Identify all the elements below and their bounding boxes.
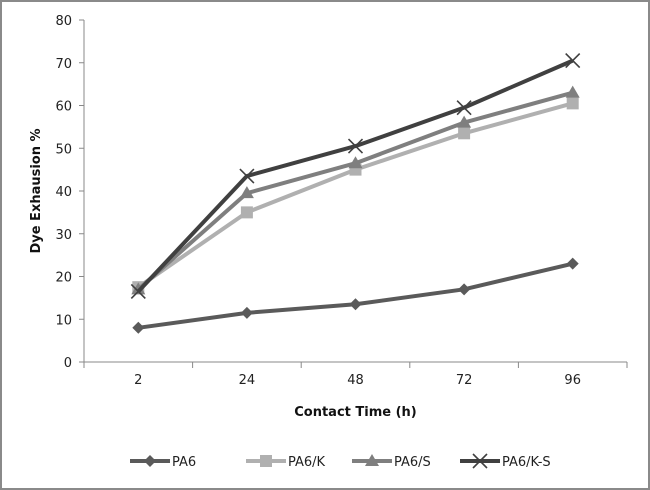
x-marker-stroke [239, 168, 255, 184]
triangle-marker [239, 186, 254, 199]
x-marker [130, 283, 146, 300]
x-marker [239, 168, 255, 184]
y-tick-label: 70 [55, 57, 72, 72]
diamond-marker [349, 298, 362, 311]
x-tick-label: 24 [239, 373, 256, 388]
triangle-marker [131, 282, 146, 295]
y-tick-label: 80 [55, 14, 72, 29]
x-marker [472, 453, 488, 469]
triangle-marker [348, 156, 363, 169]
legend-item: PA6/S [352, 454, 431, 470]
series-pa6 [132, 257, 579, 334]
x-marker-stroke [347, 138, 364, 154]
y-tick-label: 50 [55, 142, 72, 157]
legend-label: PA6 [172, 455, 196, 470]
square-marker [566, 97, 579, 110]
legend-label: PA6/K-S [502, 455, 551, 470]
legend-item: PA6/K [246, 455, 326, 470]
diamond-marker [458, 283, 471, 296]
triangle-marker [565, 85, 580, 98]
x-marker [565, 53, 581, 69]
x-tick-label: 48 [347, 373, 364, 388]
diamond-marker [144, 455, 156, 467]
y-axis-title: Dye Exhausion % [29, 128, 44, 253]
y-tick-label: 60 [55, 100, 72, 115]
diamond-marker [240, 306, 253, 319]
y-tick-label: 40 [55, 185, 72, 200]
series-line [137, 101, 574, 289]
triangle-marker [365, 454, 379, 466]
triangle-marker [457, 115, 472, 128]
y-tick-label: 20 [55, 271, 72, 286]
series-pa6-k-s [130, 53, 581, 300]
series-pa6-s [131, 85, 580, 295]
series-line [138, 261, 574, 330]
diamond-marker [132, 321, 145, 334]
y-tick-label: 0 [64, 356, 72, 371]
series-pa6-k [132, 97, 579, 294]
x-tick-label: 72 [456, 373, 473, 388]
x-axis-title: Contact Time (h) [294, 405, 417, 420]
x-marker-stroke [472, 453, 488, 469]
y-tick-label: 30 [55, 228, 72, 243]
x-marker-stroke [130, 283, 146, 300]
x-marker [347, 138, 364, 154]
legend-item: PA6/K-S [460, 453, 551, 470]
x-marker [456, 100, 472, 116]
y-tick-label: 10 [55, 313, 72, 328]
x-tick-label: 96 [564, 373, 581, 388]
square-marker [260, 455, 272, 467]
legend-label: PA6/K [288, 455, 326, 470]
square-marker [240, 206, 253, 219]
diamond-marker [566, 257, 579, 270]
series-line [136, 58, 574, 293]
legend-label: PA6/S [394, 455, 431, 470]
x-tick-label: 2 [134, 373, 142, 388]
square-marker [458, 127, 471, 140]
x-marker-stroke [565, 53, 581, 69]
x-marker-stroke [456, 100, 472, 116]
legend-item: PA6 [130, 455, 196, 470]
